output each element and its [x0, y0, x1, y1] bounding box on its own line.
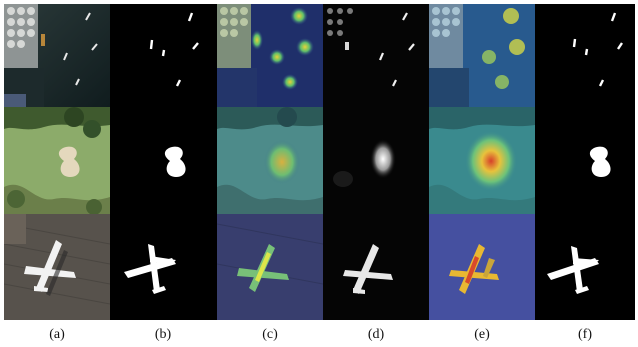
bunker-aerial-image [4, 107, 110, 214]
airplane-aerial-image [4, 214, 110, 320]
bunker-ground-truth-mask [110, 107, 217, 214]
airplane-predicted-mask [535, 214, 635, 320]
airplane-ground-truth-mask [110, 214, 217, 320]
panel-label-d: (d) [367, 327, 385, 342]
panel-label-f: (f) [578, 327, 592, 342]
airplane-heatmap-overlay [217, 214, 323, 320]
bunker-heatmap-overlay [217, 107, 323, 214]
ships-heatmap-overlay [217, 4, 323, 107]
ships-aerial-image [4, 4, 110, 107]
panel-label-b: (b) [154, 327, 172, 342]
panel-label-c: (c) [262, 327, 278, 342]
ships-grayscale-saliency [323, 4, 429, 107]
airplane-grayscale-saliency [323, 214, 429, 320]
bunker-grayscale-saliency [323, 107, 429, 214]
bunker-predicted-mask [535, 107, 635, 214]
ships-ground-truth-mask [110, 4, 217, 107]
ships-heatmap-overlay-2 [429, 4, 535, 107]
airplane-heatmap-overlay-2 [429, 214, 535, 320]
panel-label-e: (e) [474, 327, 490, 342]
panel-label-a: (a) [49, 327, 65, 342]
ships-predicted-mask [535, 4, 635, 107]
bunker-heatmap-overlay-2 [429, 107, 535, 214]
